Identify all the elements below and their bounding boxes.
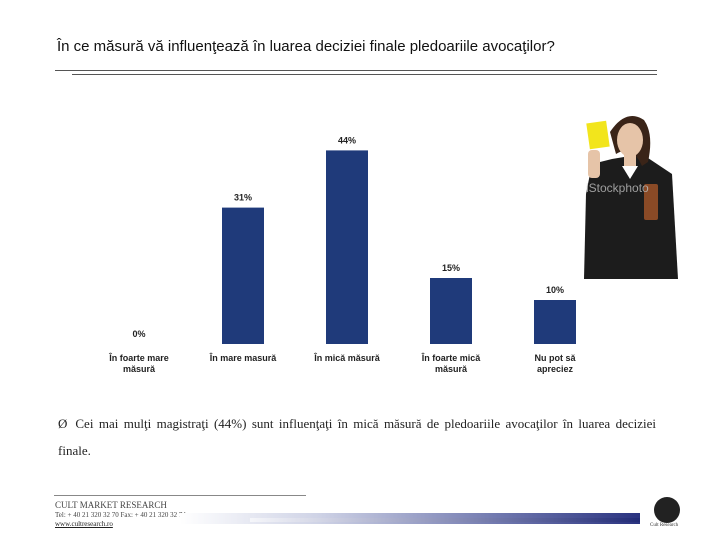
title-rule-bottom [72,74,657,75]
data-label-0: 0% [132,329,145,339]
data-label-4: 10% [546,285,564,295]
bar-chart: 0% În foarte mare măsură 31% În mare masură 4… [108,135,576,374]
footer-contact: Tel: + 40 21 320 32 70 Fax: + 40 21 320 … [55,511,186,519]
bar-1 [222,207,264,344]
footer-website-link[interactable]: www.cultresearch.ro [55,520,113,528]
bar-3 [430,278,472,344]
footer-gradient-stripe [250,518,640,522]
footer-rule [54,495,306,496]
category-label-1: În mare masură [209,352,278,363]
company-logo-icon [654,497,680,523]
photo-watermark: iStockphoto [586,181,649,195]
title-rule-top [55,70,657,71]
data-label-2: 44% [338,135,356,145]
lawyer-photo: iStockphoto [584,116,678,279]
data-label-3: 15% [442,263,460,273]
logo-caption: Cult Research [650,523,679,528]
category-label-3: În foarte mică măsură [421,352,482,374]
category-label-4: Nu pot să apreciez [534,353,576,374]
category-label-2: În mică măsură [313,352,381,363]
bullet-text: Cei mai mulţi magistraţi (44%) sunt infl… [58,416,656,458]
category-label-0: În foarte mare măsură [108,352,169,374]
data-label-1: 31% [234,193,252,203]
bar-2 [326,150,368,344]
bar-4 [534,300,576,344]
footer-company: CULT MARKET RESEARCH [55,500,167,510]
slide-title: În ce măsură vă influenţează în luarea d… [57,38,555,55]
bullet-arrow-icon: Ø [58,416,68,431]
summary-bullet: Ø Cei mai mulţi magistraţi (44%) sunt inf… [58,410,656,464]
